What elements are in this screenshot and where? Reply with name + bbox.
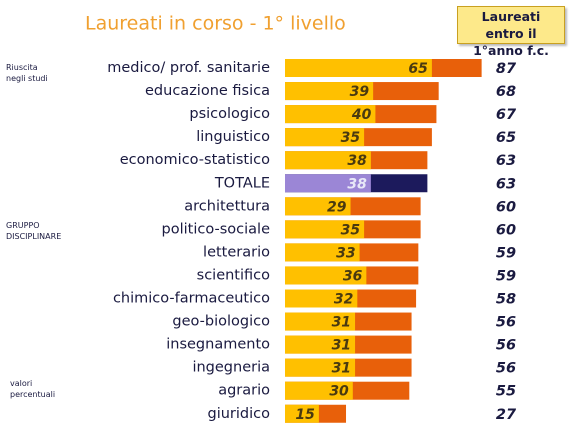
bar [285,404,319,423]
value-label: 35 [341,130,361,146]
category-label: chimico-farmaceutico [113,291,270,307]
bar [285,289,358,308]
bar [285,151,371,170]
value-label: 30 [329,384,349,400]
value-label: 31 [332,315,351,331]
category-label: scientifico [197,267,270,283]
category-label: TOTALE [214,175,270,191]
category-label: geo-biologico [172,314,270,330]
value-label: 87 [496,61,517,77]
bar [285,358,356,377]
bar [285,243,360,262]
value-label: 31 [332,361,351,377]
value-label: 59 [496,245,516,261]
value-label: 39 [350,84,370,100]
bar [285,312,356,331]
value-label: 29 [327,199,347,215]
value-label: 63 [496,176,516,192]
category-label: ingegneria [192,360,270,376]
category-label: linguistico [196,129,270,145]
bar [285,381,353,400]
value-label: 59 [496,268,516,284]
value-label: 56 [496,338,516,354]
value-label: 15 [295,407,315,423]
value-label: 65 [408,61,428,77]
category-label: insegnamento [166,337,270,353]
value-label: 27 [496,407,517,423]
category-label: letterario [203,244,270,260]
annotation: valori percentuali [10,379,56,399]
value-label: 63 [496,153,516,169]
bar [285,82,374,101]
value-label: 33 [336,245,355,261]
value-label: 32 [334,292,353,308]
value-label: 60 [496,199,516,215]
bar [285,105,376,124]
category-label: agrario [218,383,270,399]
annotation: Riuscita negli studi [6,63,48,83]
bar [285,335,356,354]
bar [285,220,365,239]
category-label: architettura [184,198,270,214]
bar [285,59,432,77]
value-label: 56 [496,315,516,331]
value-label: 35 [341,222,361,238]
bar [285,128,365,147]
category-label: politico-sociale [162,221,271,237]
category-label: medico/ prof. sanitarie [107,60,270,76]
category-label: educazione fisica [145,83,270,99]
value-label: 31 [332,338,351,354]
bar [285,266,367,285]
value-label: 68 [496,84,516,100]
value-label: 40 [351,107,372,123]
category-label: economico-statistico [120,152,270,168]
value-label: 56 [496,361,516,377]
value-label: 36 [343,268,363,284]
value-label: 67 [496,107,517,123]
legend-entry: Laureati entro il 1°anno f.c. [457,6,565,58]
value-label: 65 [496,130,516,146]
value-label: 60 [496,222,516,238]
value-label: 38 [347,153,367,169]
category-label: giuridico [208,406,271,422]
category-label: psicologico [189,106,270,122]
value-label: 58 [496,292,516,308]
bar [285,174,371,193]
value-label: 55 [496,384,516,400]
chart-title: Laureati in corso - 1° livello [85,13,346,35]
bar [285,197,351,216]
annotation: GRUPPO DISCIPLINARE [6,221,62,241]
value-label: 38 [347,176,367,192]
